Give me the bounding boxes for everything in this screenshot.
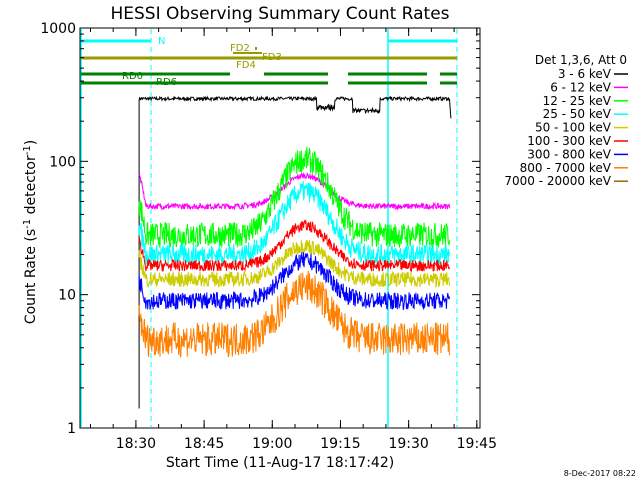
x-tick-label: 18:30	[116, 436, 156, 452]
legend-entry: 6 - 12 keV	[550, 80, 612, 94]
x-tick-label: 19:15	[320, 436, 360, 452]
y-tick-label: 100	[49, 154, 76, 170]
series-line	[138, 219, 450, 273]
x-tick-label: 19:00	[252, 436, 292, 452]
legend-entry: 300 - 800 keV	[527, 147, 611, 161]
x-tick-label: 18:45	[184, 436, 224, 452]
y-tick-label: 10	[58, 288, 76, 304]
series-group	[138, 95, 452, 409]
y-axis-label: Count Rate (s-1 detector-1)	[22, 140, 39, 324]
x-tick-label: 19:30	[388, 436, 428, 452]
fd-label: FD2	[230, 43, 250, 54]
chart-title: HESSI Observing Summary Count Rates	[110, 4, 449, 24]
series-line	[138, 252, 450, 311]
series-line	[138, 171, 450, 211]
flag-bars: N FD2 FD3 FD4 RD0 RD6	[80, 29, 458, 427]
plot-frame	[79, 27, 481, 429]
legend-header: Det 1,3,6, Att 0	[535, 53, 627, 67]
fd-label: FD3	[262, 52, 282, 63]
y-tick-label: 1	[67, 421, 76, 437]
axes: 18:30 18:45 19:00 19:15 19:30 19:45 1 10 100 1000	[40, 21, 497, 452]
legend-entry: 12 - 25 keV	[543, 94, 612, 108]
legend-entry: 3 - 6 keV	[558, 67, 612, 81]
fd-label: FD4	[236, 60, 256, 71]
legend-entry: 25 - 50 keV	[543, 107, 612, 121]
rd-label: RD6	[156, 77, 177, 88]
series-line	[138, 239, 450, 288]
legend-entry: 800 - 7000 keV	[520, 161, 612, 175]
footer-timestamp: 8-Dec-2017 08:22	[564, 469, 636, 478]
legend-entry: 100 - 300 keV	[527, 134, 611, 148]
x-tick-label: 19:45	[457, 436, 497, 452]
x-axis-label: Start Time (11-Aug-17 18:17:42)	[166, 455, 394, 471]
rd-label: RD0	[122, 71, 143, 82]
legend-entry: 50 - 100 keV	[535, 121, 612, 135]
series-line	[138, 95, 452, 409]
night-label: N	[158, 36, 165, 47]
series-line	[138, 146, 450, 250]
legend-entry: 7000 - 20000 keV	[504, 174, 611, 188]
y-tick-label: 1000	[40, 21, 76, 37]
series-line	[138, 270, 450, 358]
